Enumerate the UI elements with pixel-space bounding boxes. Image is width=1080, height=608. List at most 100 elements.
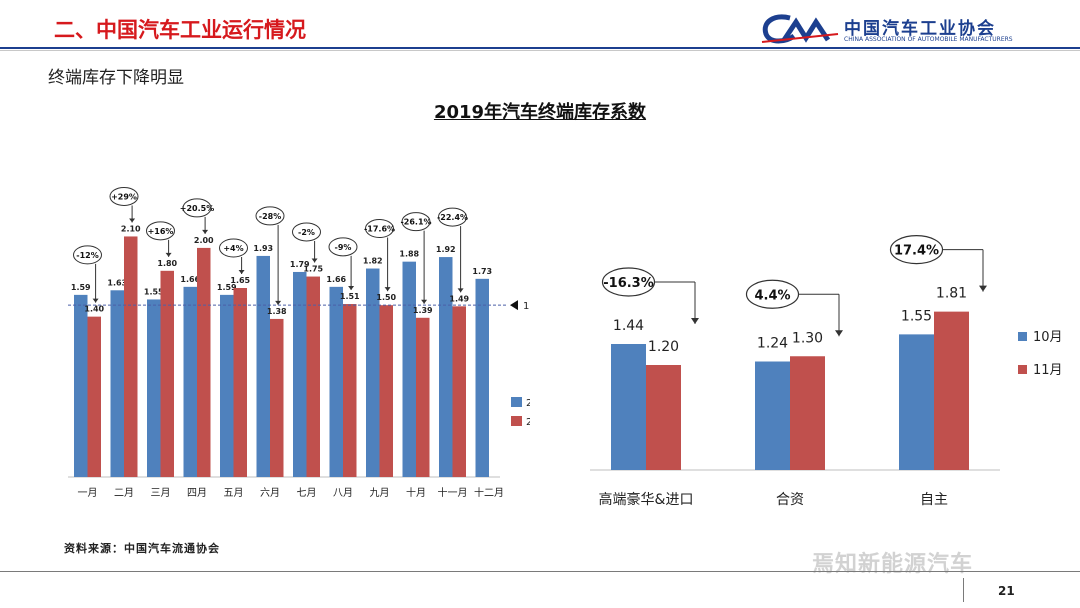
x-tick-label: 七月 bbox=[297, 487, 317, 499]
change-arrowhead bbox=[979, 285, 987, 292]
data-label: 2.10 bbox=[121, 224, 141, 233]
change-arrowhead bbox=[275, 300, 282, 305]
header-rule bbox=[0, 47, 1080, 49]
bar-2018-11 bbox=[439, 257, 453, 477]
bar-2018-9 bbox=[366, 268, 380, 477]
bar-2019-6 bbox=[270, 318, 284, 477]
monthly-inventory-chart: 1.59 1.40 一月 -12% 1.63 2.10 二月 +29% 1.55 1.80 三月 +1… bbox=[68, 186, 530, 499]
change-badge bbox=[438, 207, 467, 227]
data-label: 1.65 bbox=[230, 276, 250, 285]
data-label: 1.59 bbox=[217, 283, 237, 292]
change-badge bbox=[109, 186, 139, 206]
bar-11月-2 bbox=[790, 356, 825, 470]
page-number: 21 bbox=[998, 584, 1015, 598]
bar-2018-4 bbox=[183, 286, 197, 477]
legend-label: 2018 bbox=[526, 398, 530, 409]
x-tick-label: 三月 bbox=[151, 487, 171, 499]
bar-2019-11 bbox=[452, 306, 466, 477]
bar-2019-1 bbox=[87, 316, 101, 477]
reference-label: 1.50 bbox=[523, 301, 530, 312]
change-badge bbox=[401, 212, 431, 232]
change-label: -9% bbox=[335, 243, 352, 252]
bar-11月-3 bbox=[934, 311, 969, 470]
logo-text-en: CHINA ASSOCIATION OF AUTOMOBILE MANUFACT… bbox=[844, 36, 1013, 43]
data-label: 1.38 bbox=[267, 307, 287, 316]
bar-2018-10 bbox=[402, 261, 416, 477]
change-label: -28% bbox=[259, 212, 281, 221]
data-label: 1.79 bbox=[290, 260, 310, 269]
change-badge bbox=[328, 237, 358, 257]
source-note: 资料来源：中国汽车流通协会 bbox=[64, 542, 220, 555]
legend-swatch bbox=[511, 397, 522, 407]
bar-2019-8 bbox=[343, 304, 357, 477]
change-label: -12% bbox=[76, 251, 98, 260]
change-arrowhead bbox=[348, 286, 355, 291]
change-label: +20.5% bbox=[180, 204, 214, 213]
x-tick-label: 八月 bbox=[333, 487, 353, 499]
change-badge bbox=[146, 221, 175, 241]
bar-2019-9 bbox=[379, 305, 393, 477]
change-label: -17.6% bbox=[364, 225, 395, 234]
data-label: 1.66 bbox=[180, 275, 200, 284]
change-badge bbox=[219, 238, 248, 258]
data-label: 1.66 bbox=[326, 275, 346, 284]
bar-2019-7 bbox=[306, 276, 320, 477]
change-label: -2% bbox=[298, 228, 315, 237]
slide-subtitle: 终端库存下降明显 bbox=[48, 68, 184, 88]
bar-2019-3 bbox=[160, 270, 174, 477]
change-label: +16% bbox=[148, 227, 174, 236]
data-label: 1.50 bbox=[376, 293, 396, 302]
bar-2018-7 bbox=[293, 271, 307, 477]
bar-2019-10 bbox=[416, 317, 430, 477]
data-label: 1.39 bbox=[413, 306, 433, 315]
change-label: 17.4% bbox=[894, 244, 939, 259]
data-label: 1.55 bbox=[901, 308, 932, 324]
x-tick-label: 十一月 bbox=[438, 486, 468, 499]
change-arrowhead bbox=[421, 299, 428, 304]
x-tick-label: 二月 bbox=[114, 487, 134, 499]
change-label: 4.4% bbox=[754, 288, 790, 303]
x-tick-label: 九月 bbox=[370, 487, 390, 499]
change-label: -16.3% bbox=[603, 276, 654, 291]
x-tick-label: 五月 bbox=[224, 487, 244, 499]
data-label: 1.24 bbox=[757, 336, 788, 352]
data-label: 1.93 bbox=[253, 244, 273, 253]
x-tick-label: 自主 bbox=[920, 492, 948, 508]
change-badge bbox=[255, 206, 285, 226]
bar-2018-2 bbox=[110, 290, 124, 477]
data-label: 1.92 bbox=[436, 245, 456, 254]
legend-swatch bbox=[1018, 332, 1027, 341]
data-label: 1.40 bbox=[84, 305, 104, 314]
bar-10月-1 bbox=[611, 344, 646, 470]
data-label: 1.88 bbox=[399, 250, 419, 259]
change-arrowhead bbox=[311, 258, 318, 263]
data-label: 1.51 bbox=[340, 292, 360, 301]
change-arrowhead bbox=[691, 318, 699, 324]
bar-2018-3 bbox=[147, 299, 161, 477]
bar-10月-3 bbox=[899, 334, 934, 470]
change-arrowhead bbox=[457, 288, 464, 293]
change-label: +4% bbox=[223, 244, 243, 253]
change-badge bbox=[73, 245, 102, 265]
data-label: 1.59 bbox=[71, 283, 91, 292]
data-label: 1.80 bbox=[157, 259, 177, 268]
change-badge bbox=[365, 219, 394, 239]
change-arrowhead bbox=[384, 287, 391, 292]
x-tick-label: 高端豪华&进口 bbox=[599, 491, 694, 508]
data-label: 1.44 bbox=[613, 318, 644, 334]
legend-label: 10月 bbox=[1033, 330, 1063, 345]
caam-logo: 中国汽车工业协会 CHINA ASSOCIATION OF AUTOMOBILE… bbox=[760, 12, 1060, 48]
bar-11月-1 bbox=[646, 365, 681, 470]
data-label: 1.63 bbox=[107, 278, 127, 287]
data-label: 1.55 bbox=[144, 287, 164, 296]
data-label: 1.81 bbox=[936, 286, 967, 302]
change-arrowhead bbox=[165, 252, 172, 257]
legend-swatch bbox=[511, 416, 522, 426]
bar-2018-5 bbox=[220, 294, 234, 477]
bar-2019-2 bbox=[124, 236, 138, 477]
bar-2019-5 bbox=[233, 288, 247, 477]
x-tick-label: 合资 bbox=[776, 492, 804, 508]
bar-2018-1 bbox=[74, 294, 88, 477]
x-tick-label: 十月 bbox=[406, 486, 426, 499]
